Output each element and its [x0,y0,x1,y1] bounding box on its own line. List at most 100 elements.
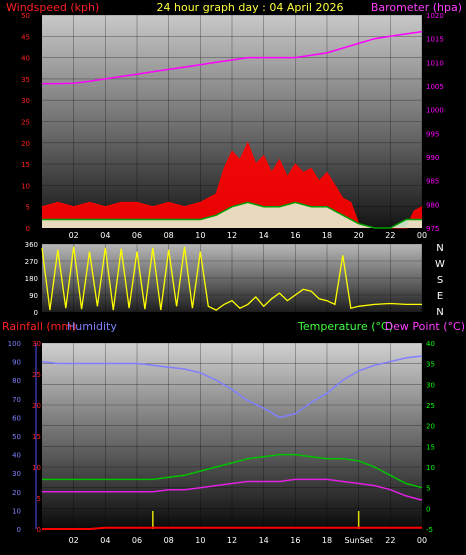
temperature-x-tick-label: 08 [164,536,174,545]
temperature-tick-label: 35 [426,361,435,369]
windspeed-tick-label: 5 [26,204,30,212]
direction-tick-label: 360 [25,241,38,249]
compass-label: W [435,259,445,270]
windspeed-tick-label: 10 [21,182,30,190]
temperature-tick-label: 0 [426,505,430,513]
windspeed-tick-label: 25 [21,119,30,127]
temperature-x-tick-label: 14 [259,536,269,545]
rainfall-tick-label: 25 [32,371,41,379]
temperature-tick-label: -5 [426,526,433,534]
rainfall-tick-label: 15 [32,433,41,441]
direction-tick-label: 270 [25,258,38,266]
humidity-tick-label: 90 [12,359,21,367]
humidity-tick-label: 80 [12,377,21,385]
windspeed-tick-label: 35 [21,76,30,84]
compass-label: E [437,291,443,302]
wind-panel-series [41,30,423,229]
barometer-tick-label: 990 [426,154,439,162]
temperature-tick-label: 25 [426,402,435,410]
barometer-tick-label: 1010 [426,59,444,67]
rainfall-line [42,526,422,530]
wind-x-tick-label: 16 [290,231,300,240]
temperature-x-tick-label: 12 [227,536,237,545]
compass-label: S [437,275,443,286]
temperature-tick-label: 30 [426,381,435,389]
windspeed-line [41,141,423,229]
windspeed-axis-title: Windspeed (kph) [6,1,99,14]
wind-panel-ticks: 0510152025303540455097598098599099510001… [21,12,444,240]
wind-x-tick-label: 00 [417,231,427,240]
direction-tick-label: 90 [29,292,38,300]
temperature-panel-grid [42,342,423,530]
temperature-x-tick-label: SunSet [344,536,372,545]
windspeed-tick-label: 20 [21,140,30,148]
humidity-tick-label: 50 [12,433,21,441]
humidity-tick-label: 20 [12,489,21,497]
barometer-line [42,30,423,85]
barometer-tick-label: 1005 [426,83,444,91]
humidity-tick-label: 40 [12,452,21,460]
windspeed-tick-label: 15 [21,161,30,169]
humidity-tick-label: 60 [12,414,21,422]
direction-tick-label: 0 [34,309,38,317]
direction-panel-grid [42,243,423,313]
rainfall-tick-label: 30 [32,340,41,348]
windspeed-tick-label: 40 [21,55,30,63]
rainfall-tick-label: 0 [37,526,41,534]
rainfall-axis-title: Rainfall (mm) [2,320,76,333]
wind-x-tick-label: 18 [322,231,332,240]
compass-label: N [436,307,443,318]
wind-x-tick-label: 14 [259,231,269,240]
temperature-panel-series [41,355,423,530]
wind-x-tick-label: 02 [69,231,79,240]
barometer-axis-title: Barometer (hpa) [371,1,462,14]
rainfall-tick-label: 5 [37,495,41,503]
temperature-axis-title: Temperature (°C) [297,320,393,333]
temperature-x-tick-label: 18 [322,536,332,545]
temperature-tick-label: 5 [426,485,430,493]
compass-label: N [436,243,443,254]
direction-tick-label: 180 [25,275,38,283]
wind-direction-line [41,246,422,311]
barometer-tick-label: 975 [426,225,439,233]
wind-x-tick-label: 04 [100,231,110,240]
wind-x-tick-label: 06 [132,231,142,240]
temperature-x-tick-label: 06 [132,536,142,545]
humidity-tick-label: 70 [12,396,21,404]
humidity-tick-label: 0 [17,526,21,534]
rainfall-tick-label: 20 [32,402,41,410]
temperature-line [42,453,423,489]
dewpoint-line [42,478,423,501]
wind-x-tick-label: 10 [195,231,205,240]
average-wind-area [42,202,422,228]
barometer-tick-label: 1020 [426,12,444,20]
temperature-tick-label: 40 [426,340,435,348]
barometer-tick-label: 1000 [426,107,444,115]
barometer-tick-label: 985 [426,178,439,186]
humidity-tick-label: 100 [8,340,21,348]
temperature-x-tick-label: 00 [417,536,427,545]
temperature-x-tick-label: 10 [195,536,205,545]
rainfall-tick-label: 10 [32,464,41,472]
barometer-tick-label: 995 [426,130,439,138]
wind-x-tick-label: 12 [227,231,237,240]
windspeed-tick-label: 0 [26,225,30,233]
wind-x-tick-label: 22 [385,231,395,240]
humidity-tick-label: 10 [12,507,21,515]
direction-panel-series [41,246,422,311]
dewpoint-axis-title: Dew Point (°C) [385,320,465,333]
wind-x-tick-label: 20 [354,231,364,240]
humidity-tick-label: 30 [12,470,21,478]
average-wind-line [42,201,422,229]
temperature-tick-label: 10 [426,464,435,472]
temperature-panel-background [42,343,422,529]
windspeed-tick-label: 30 [21,97,30,105]
wind-x-tick-label: 08 [164,231,174,240]
humidity-line [41,355,423,419]
humidity-axis-title: Humidity [67,320,117,333]
temperature-panel-ticks: -5 0 5 10 15 20 25 30 35 40 0 5 10 15 20 25 30 0 10 20 30 40 5… [8,340,435,545]
temperature-tick-label: 20 [426,423,435,431]
barometer-tick-label: 980 [426,201,439,209]
